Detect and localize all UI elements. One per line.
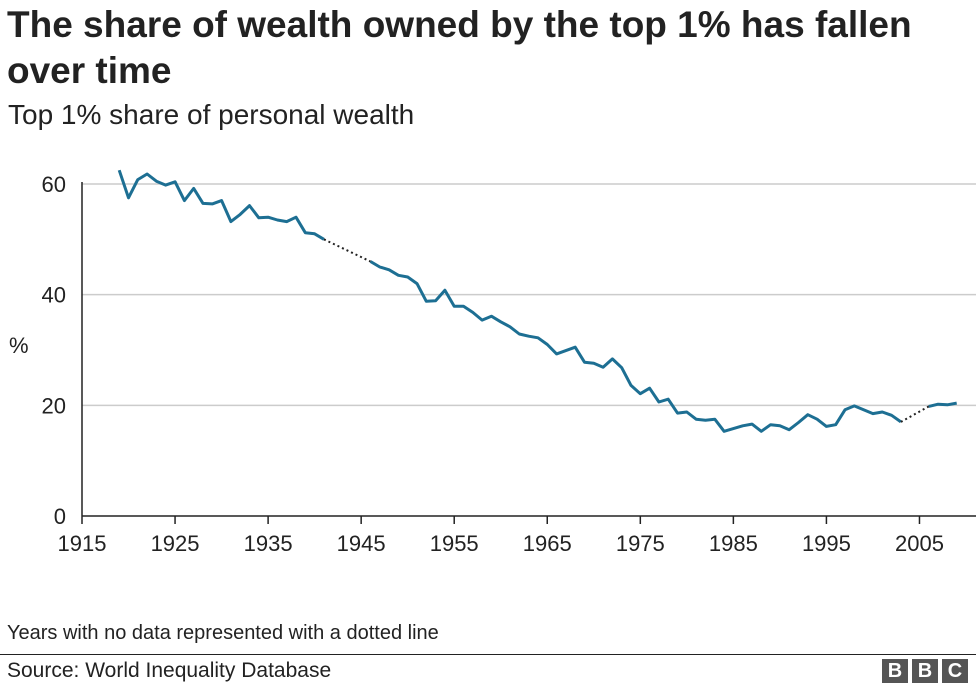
logo-letter: B bbox=[912, 659, 938, 683]
x-tick-label: 1955 bbox=[430, 531, 479, 556]
y-tick-label: 20 bbox=[42, 393, 66, 418]
x-tick-label: 1945 bbox=[337, 531, 386, 556]
footer-divider bbox=[0, 654, 976, 655]
series-line bbox=[369, 260, 902, 433]
logo-letter: C bbox=[942, 659, 968, 683]
bbc-logo: B B C bbox=[882, 659, 968, 683]
missing-data-dotted-line bbox=[900, 405, 930, 423]
missing-data-dotted-line bbox=[323, 238, 371, 263]
x-tick-label: 1935 bbox=[244, 531, 293, 556]
x-tick-label: 1995 bbox=[802, 531, 851, 556]
x-tick-label: 1985 bbox=[709, 531, 758, 556]
line-chart: 0 20 40 60 1915 1925 1935 1945 1955 1965 1975 1985 1… bbox=[9, 169, 976, 556]
y-tick-label: 0 bbox=[54, 504, 66, 529]
x-tick-label: 1975 bbox=[616, 531, 665, 556]
series-line bbox=[928, 401, 957, 408]
chart-title: The share of wealth owned by the top 1% … bbox=[7, 4, 912, 91]
chart-note: Years with no data represented with a do… bbox=[7, 622, 439, 644]
y-tick-label: 60 bbox=[42, 172, 66, 197]
logo-letter: B bbox=[882, 659, 908, 683]
x-tick-label: 1915 bbox=[58, 531, 107, 556]
chart-subtitle: Top 1% share of personal wealth bbox=[8, 99, 415, 130]
y-tick-label: 40 bbox=[42, 283, 66, 308]
axes: 0 20 40 60 1915 1925 1935 1945 1955 1965 1975 1985 1… bbox=[42, 172, 976, 556]
data-series bbox=[117, 169, 957, 433]
x-tick-label: 1965 bbox=[523, 531, 572, 556]
series-line bbox=[117, 169, 325, 241]
x-tick-label: 1925 bbox=[151, 531, 200, 556]
source-text: Source: World Inequality Database bbox=[7, 659, 332, 682]
gridlines bbox=[82, 183, 976, 407]
y-axis-label: % bbox=[9, 333, 29, 358]
x-tick-label: 2005 bbox=[895, 531, 944, 556]
